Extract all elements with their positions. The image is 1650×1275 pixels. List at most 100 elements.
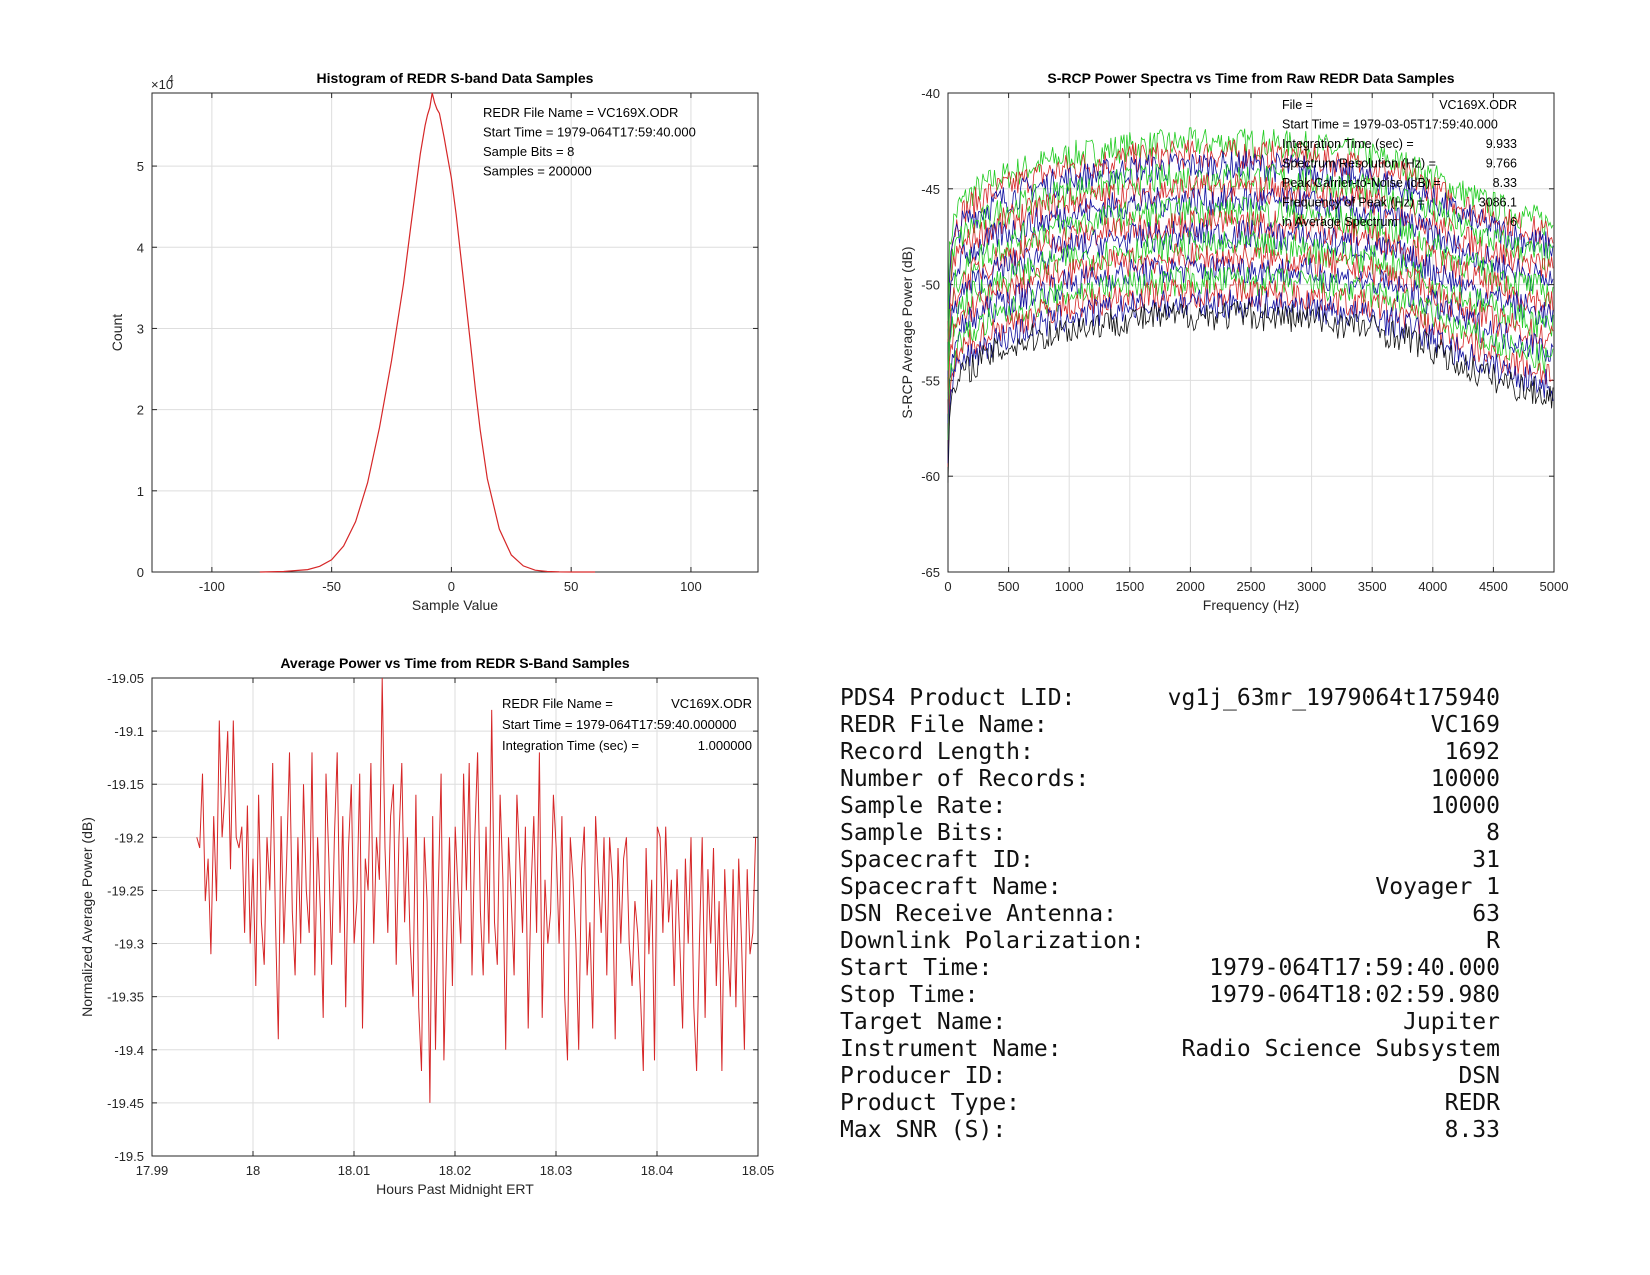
y-tick-label: -55 xyxy=(921,373,940,388)
y-axis-label: Count xyxy=(109,314,125,351)
x-tick-label: 2000 xyxy=(1176,579,1205,594)
info-value: 8.33 xyxy=(1444,1117,1500,1143)
info-label: Record Length: xyxy=(840,739,1034,765)
info-value: 1692 xyxy=(1444,739,1500,765)
annotation-text: Start Time = 1979-064T17:59:40.000 xyxy=(483,125,696,140)
plot-frame xyxy=(151,92,759,573)
info-label: Spacecraft ID: xyxy=(840,847,1034,873)
y-tick-label: 4 xyxy=(137,240,144,255)
legend-label: Peak Carrier-to-Noise (dB) = xyxy=(1282,176,1441,190)
x-tick-label: 4000 xyxy=(1418,579,1447,594)
x-tick-label: 2500 xyxy=(1237,579,1266,594)
info-label: Spacecraft Name: xyxy=(840,874,1062,900)
annotation-value: 1.000000 xyxy=(698,738,752,753)
legend-label: Start Time = 1979-03-05T17:59:40.000 xyxy=(1282,118,1498,132)
info-value: 10000 xyxy=(1430,766,1500,792)
histogram-line xyxy=(259,92,596,573)
x-tick-label: 18.01 xyxy=(338,1163,371,1178)
spectrum-line xyxy=(947,254,1554,424)
annotation-label: REDR File Name = xyxy=(502,696,613,711)
annotation-text: Sample Bits = 8 xyxy=(483,144,574,159)
info-value: 63 xyxy=(1472,901,1500,927)
power-line xyxy=(196,677,757,1103)
info-label: Downlink Polarization: xyxy=(840,928,1145,954)
info-value: DSN xyxy=(1458,1063,1500,1089)
legend-value: 6 xyxy=(1510,215,1517,229)
y-tick-label: 5 xyxy=(137,159,144,174)
info-label: Product Type: xyxy=(840,1090,1021,1116)
x-tick-label: 3500 xyxy=(1358,579,1387,594)
info-row: Downlink Polarization: R xyxy=(840,928,1500,955)
legend-value: 8.33 xyxy=(1493,176,1517,190)
chart-title: S-RCP Power Spectra vs Time from Raw RED… xyxy=(1047,70,1454,86)
x-tick-label: 18.05 xyxy=(742,1163,775,1178)
info-row: Sample Rate: 10000 xyxy=(840,793,1500,820)
y-tick-label: -19.05 xyxy=(107,671,144,686)
info-row: Spacecraft Name: Voyager 1 xyxy=(840,874,1500,901)
x-tick-label: 0 xyxy=(944,579,951,594)
y-tick-label: -19.3 xyxy=(114,937,144,952)
info-value: Radio Science Subsystem xyxy=(1181,1036,1501,1062)
info-row: Spacecraft ID: 31 xyxy=(840,847,1500,874)
chart-title: Histogram of REDR S-band Data Samples xyxy=(317,70,594,86)
y-tick-label: -19.4 xyxy=(114,1043,144,1058)
info-row: PDS4 Product LID: vg1j_63mr_1979064t17594… xyxy=(840,685,1500,712)
info-label: Producer ID: xyxy=(840,1063,1007,1089)
x-tick-label: 5000 xyxy=(1540,579,1569,594)
legend-value: 9.933 xyxy=(1486,137,1517,151)
spectrum-line xyxy=(947,185,1554,378)
y-tick-label: -19.2 xyxy=(114,830,144,845)
y-tick-label: -40 xyxy=(921,86,940,101)
info-label: Start Time: xyxy=(840,955,993,981)
x-tick-label: 0 xyxy=(448,579,455,594)
x-tick-label: 500 xyxy=(998,579,1020,594)
y-tick-label: 0 xyxy=(137,565,144,580)
info-value: Jupiter xyxy=(1403,1009,1500,1035)
x-axis-label: Sample Value xyxy=(412,597,498,613)
info-value: 10000 xyxy=(1430,793,1500,819)
y-tick-label: -19.25 xyxy=(107,883,144,898)
info-value: REDR xyxy=(1444,1090,1500,1116)
annotation-value: VC169X.ODR xyxy=(671,696,752,711)
x-tick-label: 1000 xyxy=(1055,579,1084,594)
info-row: Target Name: Jupiter xyxy=(840,1009,1500,1036)
y-tick-label: -19.45 xyxy=(107,1096,144,1111)
y-tick-label: -60 xyxy=(921,469,940,484)
y-exponent-power: 4 xyxy=(168,74,174,85)
info-row: Instrument Name: Radio Science Subsystem xyxy=(840,1036,1500,1063)
info-label: REDR File Name: xyxy=(840,712,1048,738)
y-axis-label: S-RCP Average Power (dB) xyxy=(899,246,915,418)
info-value: VC169 xyxy=(1430,712,1500,738)
y-tick-label: 1 xyxy=(137,484,144,499)
x-tick-label: -50 xyxy=(322,579,341,594)
annotation-label: Integration Time (sec) = xyxy=(502,738,639,753)
info-label: Number of Records: xyxy=(840,766,1090,792)
info-row: Number of Records: 10000 xyxy=(840,766,1500,793)
chart-title: Average Power vs Time from REDR S-Band S… xyxy=(280,655,630,671)
info-row: Record Length: 1692 xyxy=(840,739,1500,766)
legend-label: Spectrum Resolution (Hz) = xyxy=(1282,157,1436,171)
x-tick-label: 50 xyxy=(564,579,578,594)
x-tick-label: 18.03 xyxy=(540,1163,573,1178)
x-tick-label: 4500 xyxy=(1479,579,1508,594)
x-tick-label: 17.99 xyxy=(136,1163,169,1178)
y-tick-label: 2 xyxy=(137,403,144,418)
spectrum-line xyxy=(947,139,1554,329)
y-tick-label: -19.15 xyxy=(107,777,144,792)
info-row: Max SNR (S): 8.33 xyxy=(840,1117,1500,1144)
info-value: 1979-064T18:02:59.980 xyxy=(1209,982,1500,1008)
y-tick-label: -19.1 xyxy=(114,724,144,739)
legend-label: Integration Time (sec) = xyxy=(1282,137,1414,151)
info-value: 31 xyxy=(1472,847,1500,873)
info-label: DSN Receive Antenna: xyxy=(840,901,1117,927)
info-value: vg1j_63mr_1979064t175940 xyxy=(1167,685,1500,711)
info-label: Sample Bits: xyxy=(840,820,1007,846)
legend-value: VC169X.ODR xyxy=(1439,98,1517,112)
info-row: Sample Bits: 8 xyxy=(840,820,1500,847)
y-tick-label: -19.5 xyxy=(114,1149,144,1164)
x-tick-label: 1500 xyxy=(1115,579,1144,594)
legend-value: 9.766 xyxy=(1486,157,1517,171)
legend-label: File = xyxy=(1282,98,1313,112)
